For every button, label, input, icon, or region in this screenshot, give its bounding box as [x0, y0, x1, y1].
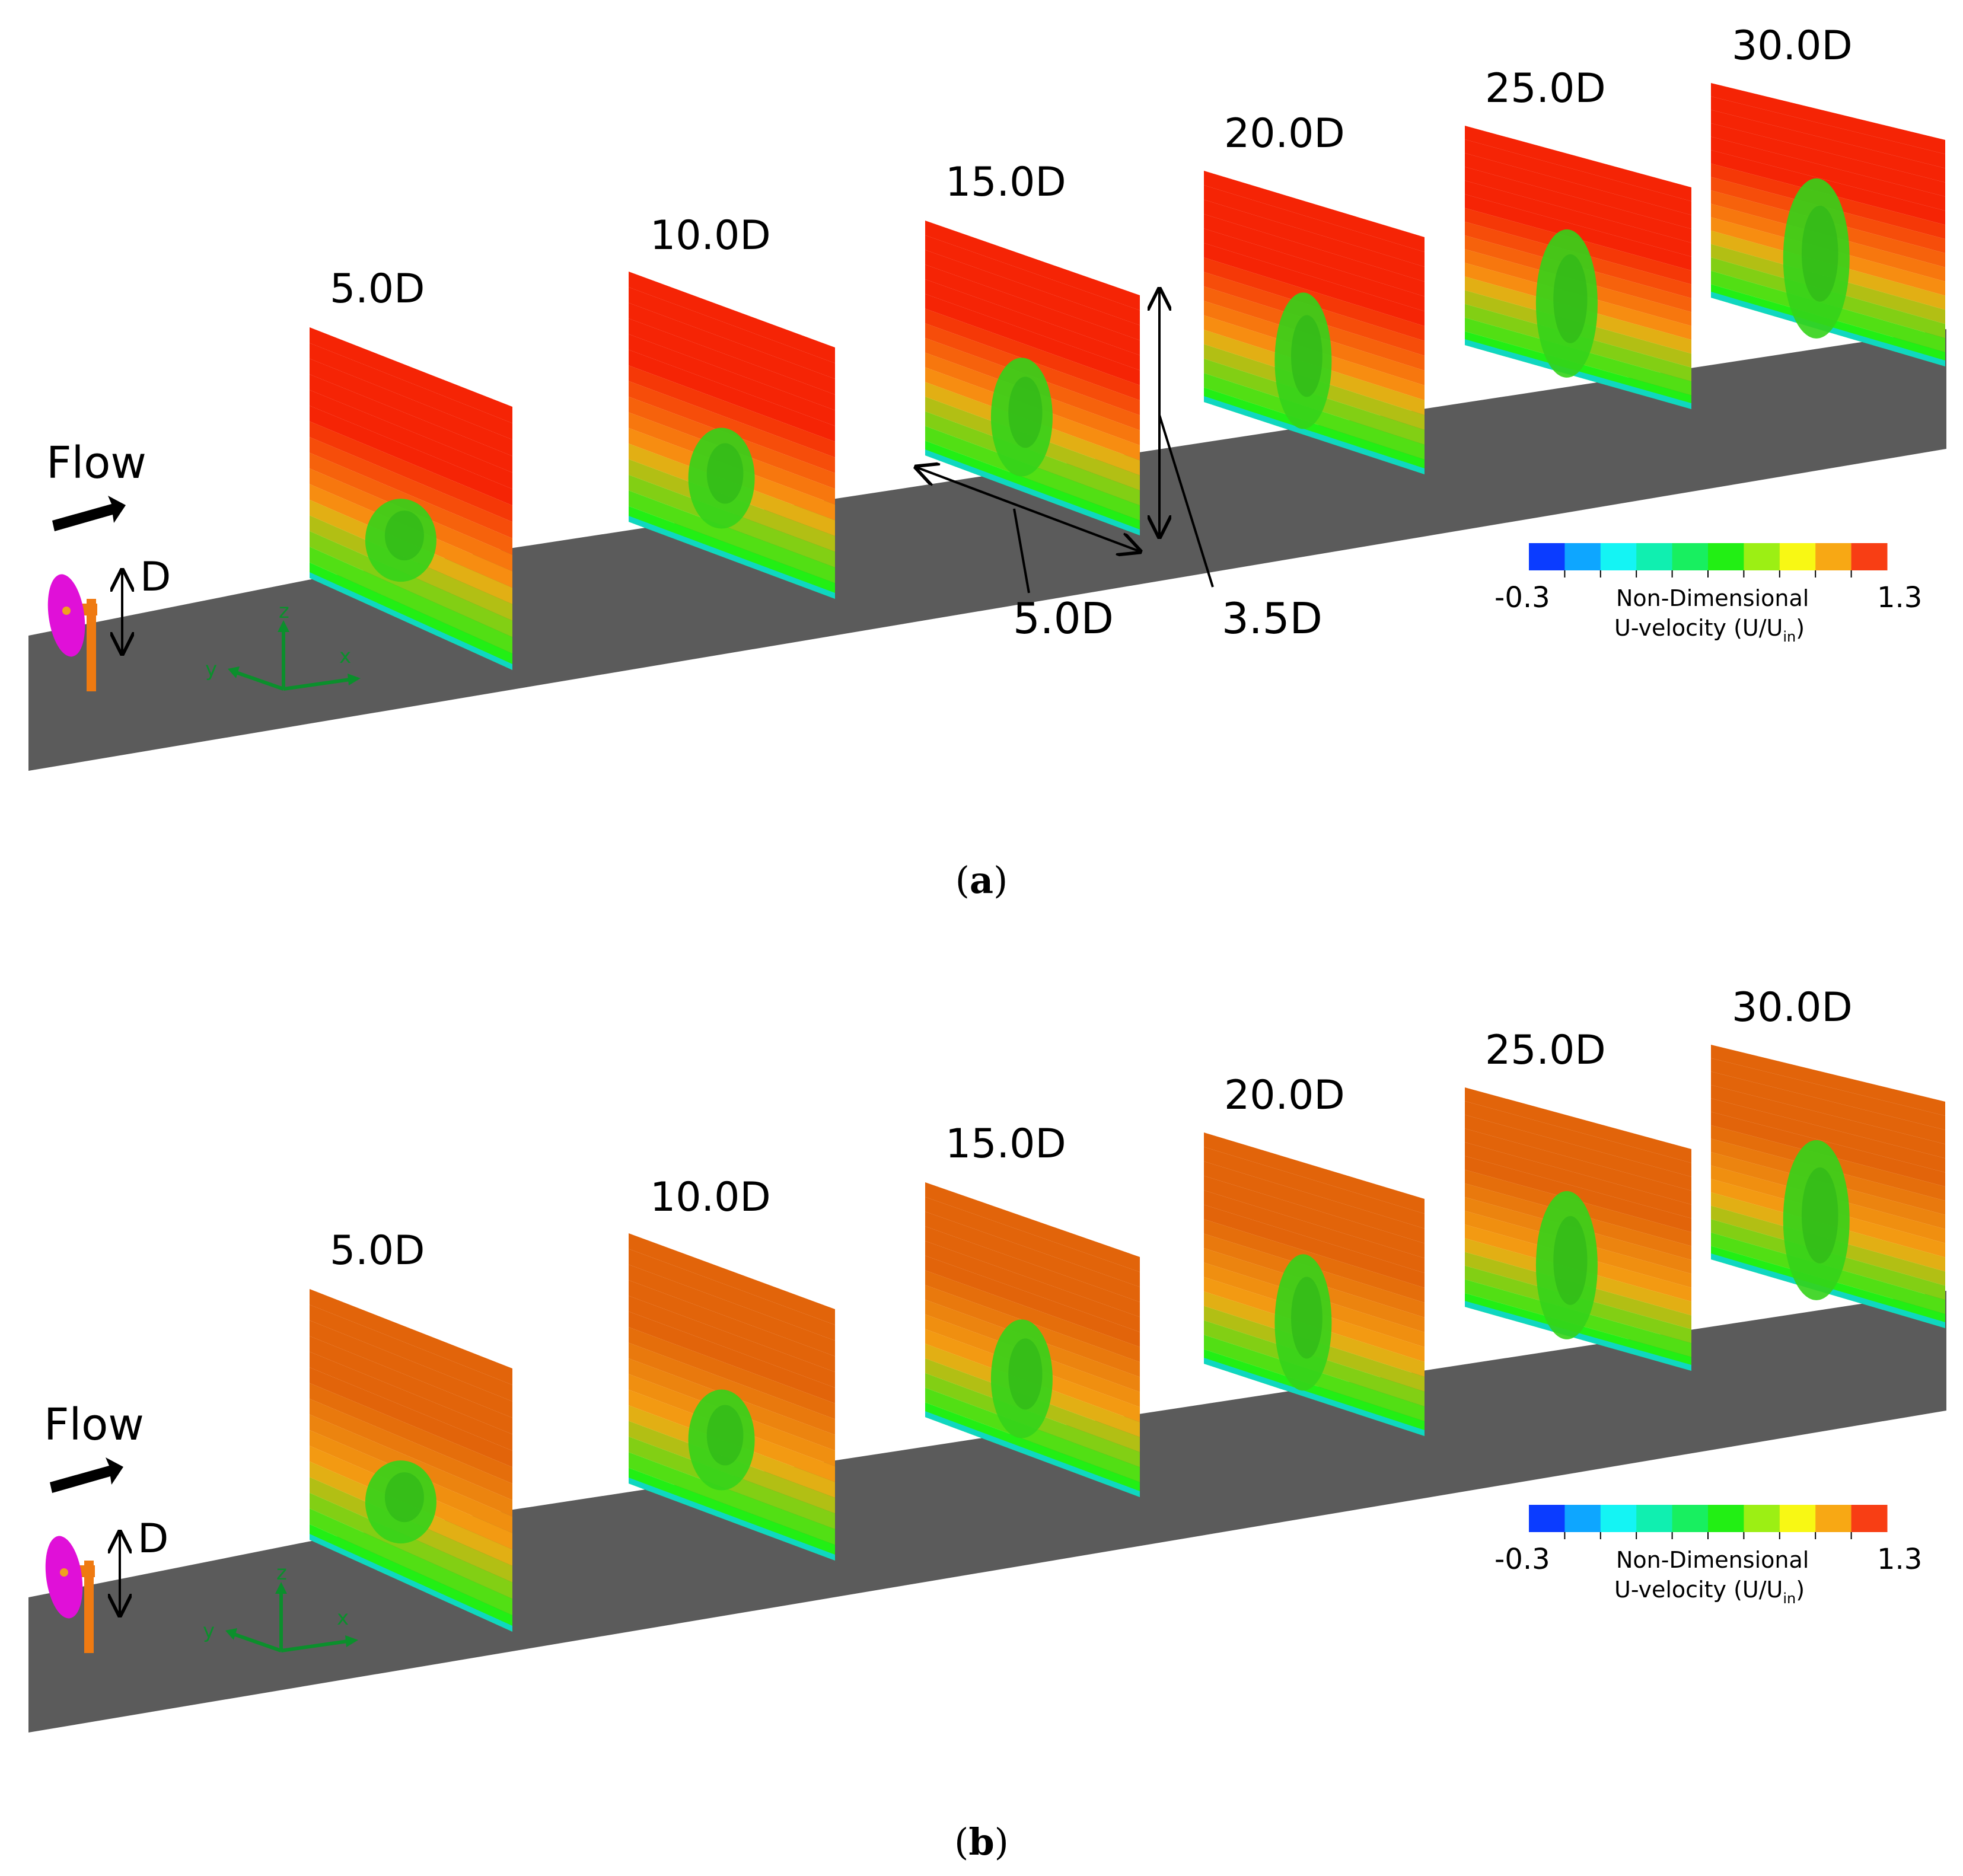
- flow-label: Flow: [44, 1399, 144, 1450]
- colorbar: -0.3 1.3 Non-Dimensional U-velocity (U/U…: [1494, 1505, 1922, 1607]
- velocity-plane: [629, 272, 835, 599]
- velocity-plane: [629, 1233, 835, 1561]
- velocity-plane: [925, 221, 1140, 535]
- axis-x-label: x: [337, 1606, 349, 1630]
- velocity-plane: [310, 1289, 512, 1632]
- colorbar-cell: [1529, 543, 1565, 570]
- planes-layer: [28, 1045, 1946, 1733]
- colorbar-cell: [1600, 543, 1637, 570]
- colorbar-cell: [1744, 543, 1780, 570]
- velocity-plane: [310, 327, 512, 670]
- caption-a: (a): [955, 859, 1008, 902]
- axis-triad: z x y: [203, 1561, 358, 1652]
- colorbar-max: 1.3: [1877, 1543, 1922, 1576]
- velocity-plane: [1204, 1132, 1425, 1436]
- velocity-plane: [1711, 83, 1945, 366]
- panel-a-visualization: Flow D z x y 5.0D: [28, 23, 1946, 771]
- colorbar-cell: [1529, 1505, 1565, 1532]
- turbine-icon: [47, 574, 97, 691]
- axis-y-label: y: [203, 1619, 215, 1643]
- plane-distance-label: 5.0D: [330, 266, 425, 312]
- plane-distance-label: 25.0D: [1485, 1027, 1606, 1074]
- colorbar-cell: [1708, 1505, 1744, 1532]
- colorbar-cell: [1815, 1505, 1852, 1532]
- colorbar-title-line1: Non-Dimensional: [1616, 1547, 1809, 1573]
- colorbar-cells: [1529, 543, 1888, 578]
- plane-distance-label: 20.0D: [1224, 110, 1345, 157]
- turbine-icon: [45, 1536, 95, 1653]
- flow-arrow-icon: [52, 496, 126, 531]
- plane-distance-label: 30.0D: [1732, 23, 1853, 69]
- colorbar-cell: [1851, 1505, 1888, 1532]
- colorbar: -0.3 1.3 Non-Dimensional U-velocity (U/U…: [1494, 543, 1922, 645]
- colorbar-cell: [1815, 543, 1852, 570]
- planes-layer: [28, 83, 1946, 771]
- plane-distance-label: 25.0D: [1485, 65, 1606, 112]
- colorbar-max: 1.3: [1877, 581, 1922, 614]
- colorbar-cell: [1851, 543, 1888, 570]
- plane-distance-label: 15.0D: [945, 159, 1066, 206]
- plane-distance-label: 10.0D: [650, 212, 771, 259]
- axis-z-label: z: [276, 1561, 287, 1585]
- axis-x-label: x: [339, 645, 351, 668]
- colorbar-title-line2: U-velocity (U/Uin): [1614, 1577, 1805, 1607]
- colorbar-title-line2: U-velocity (U/Uin): [1614, 615, 1805, 645]
- plane-distance-label: 5.0D: [330, 1227, 425, 1274]
- colorbar-cell: [1779, 1505, 1816, 1532]
- colorbar-min: -0.3: [1494, 581, 1550, 614]
- colorbar-min: -0.3: [1494, 1543, 1550, 1576]
- caption-b: (b): [954, 1820, 1009, 1864]
- colorbar-cell: [1779, 543, 1816, 570]
- axis-z-label: z: [279, 599, 289, 623]
- velocity-plane: [1204, 171, 1425, 474]
- velocity-plane: [1711, 1045, 1945, 1328]
- velocity-plane: [1465, 1087, 1691, 1371]
- axis-triad: z x y: [205, 599, 361, 691]
- plane-distance-label: 30.0D: [1732, 984, 1853, 1031]
- plane-distance-label: 10.0D: [650, 1174, 771, 1221]
- colorbar-cell: [1672, 1505, 1709, 1532]
- flow-arrow-icon: [50, 1457, 123, 1493]
- flow-label: Flow: [46, 438, 146, 489]
- diameter-label: D: [138, 1516, 168, 1562]
- axis-y-label: y: [205, 658, 217, 681]
- colorbar-cell: [1672, 543, 1709, 570]
- velocity-plane: [925, 1182, 1140, 1497]
- plane-distance-label: 20.0D: [1224, 1072, 1345, 1119]
- colorbar-cell: [1744, 1505, 1780, 1532]
- colorbar-cells: [1529, 1505, 1888, 1539]
- panel-b: Flow D z x y -0.3 1.3 Non-Dimensional U: [0, 962, 1963, 1804]
- colorbar-cell: [1564, 1505, 1601, 1532]
- plane-distance-label: 15.0D: [945, 1121, 1066, 1167]
- colorbar-cell: [1636, 543, 1673, 570]
- colorbar-cell: [1564, 543, 1601, 570]
- colorbar-title-line1: Non-Dimensional: [1616, 585, 1809, 611]
- colorbar-cell: [1600, 1505, 1637, 1532]
- height-label: 3.5D: [1222, 594, 1323, 643]
- spacing-label: 5.0D: [1013, 594, 1114, 643]
- diameter-label: D: [140, 554, 171, 601]
- dimension-annotations: 5.0D 3.5D: [916, 289, 1323, 643]
- velocity-plane: [1465, 126, 1691, 409]
- panel-b-visualization: Flow D z x y -0.3 1.3 Non-Dimensional U: [28, 984, 1946, 1733]
- colorbar-cell: [1708, 543, 1744, 570]
- panel-a: Flow D z x y 5.0D: [0, 0, 1963, 842]
- colorbar-cell: [1636, 1505, 1673, 1532]
